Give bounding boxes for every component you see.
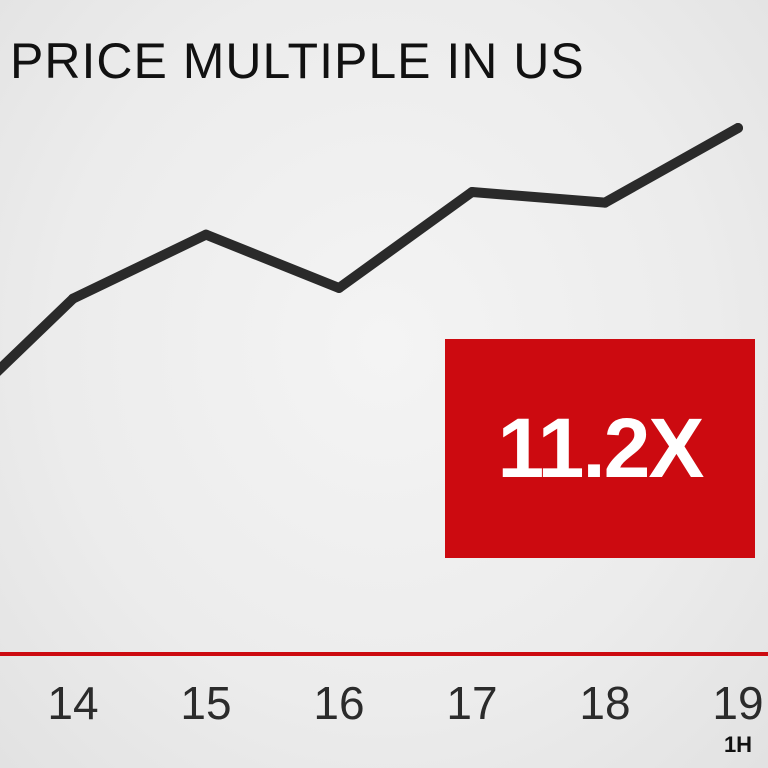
x-tick-label-19: 19 (712, 677, 763, 729)
value-callout-box: 11.2X (445, 339, 755, 558)
value-callout-text: 11.2X (497, 401, 705, 495)
x-tick-labels: 14 15 16 17 18 19 1H (47, 677, 763, 757)
data-point-17 (467, 187, 477, 197)
series-layer (0, 123, 743, 376)
x-tick-label-17: 17 (446, 677, 497, 729)
data-point-15 (201, 229, 211, 240)
data-point-19 (733, 123, 743, 133)
x-tick-sublabel-19: 1H (724, 732, 752, 757)
data-point-18 (600, 197, 610, 208)
chart-title: PRICE MULTIPLE IN US (10, 33, 585, 89)
x-tick-label-15: 15 (180, 677, 231, 729)
x-tick-label-14: 14 (47, 677, 98, 729)
data-point-16 (334, 283, 344, 293)
x-tick-label-16: 16 (313, 677, 364, 729)
x-tick-label-18: 18 (579, 677, 630, 729)
data-point-14 (68, 293, 78, 304)
